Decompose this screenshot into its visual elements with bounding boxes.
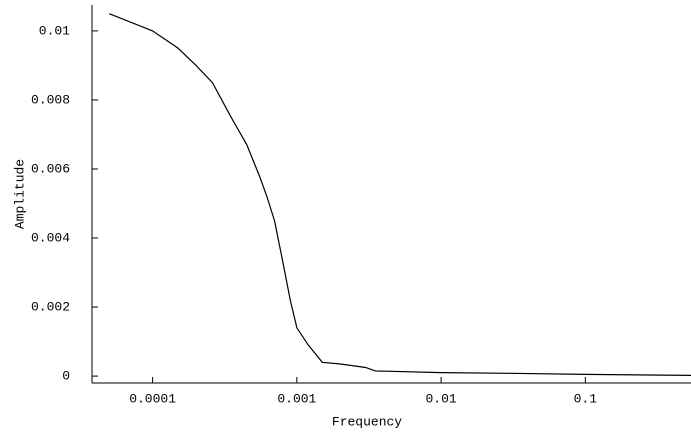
y-axis-label: Amplitude xyxy=(12,159,27,229)
line xyxy=(108,13,691,377)
x-tick-label: 0.01 xyxy=(425,391,456,406)
x-axis-label: Frequency xyxy=(332,414,402,429)
y-tick-label: 0.008 xyxy=(31,92,70,107)
x-tick-label: 0.0001 xyxy=(129,391,176,406)
y-tick-label: 0.002 xyxy=(31,299,70,314)
y-tick-label: 0.004 xyxy=(31,230,70,245)
y-tick-label: 0.01 xyxy=(39,23,70,38)
y-tick-label: 0 xyxy=(62,369,70,384)
x-tick-label: 0.1 xyxy=(574,391,598,406)
x-tick-label: 0.001 xyxy=(277,391,316,406)
y-tick-label: 0.006 xyxy=(31,161,70,176)
